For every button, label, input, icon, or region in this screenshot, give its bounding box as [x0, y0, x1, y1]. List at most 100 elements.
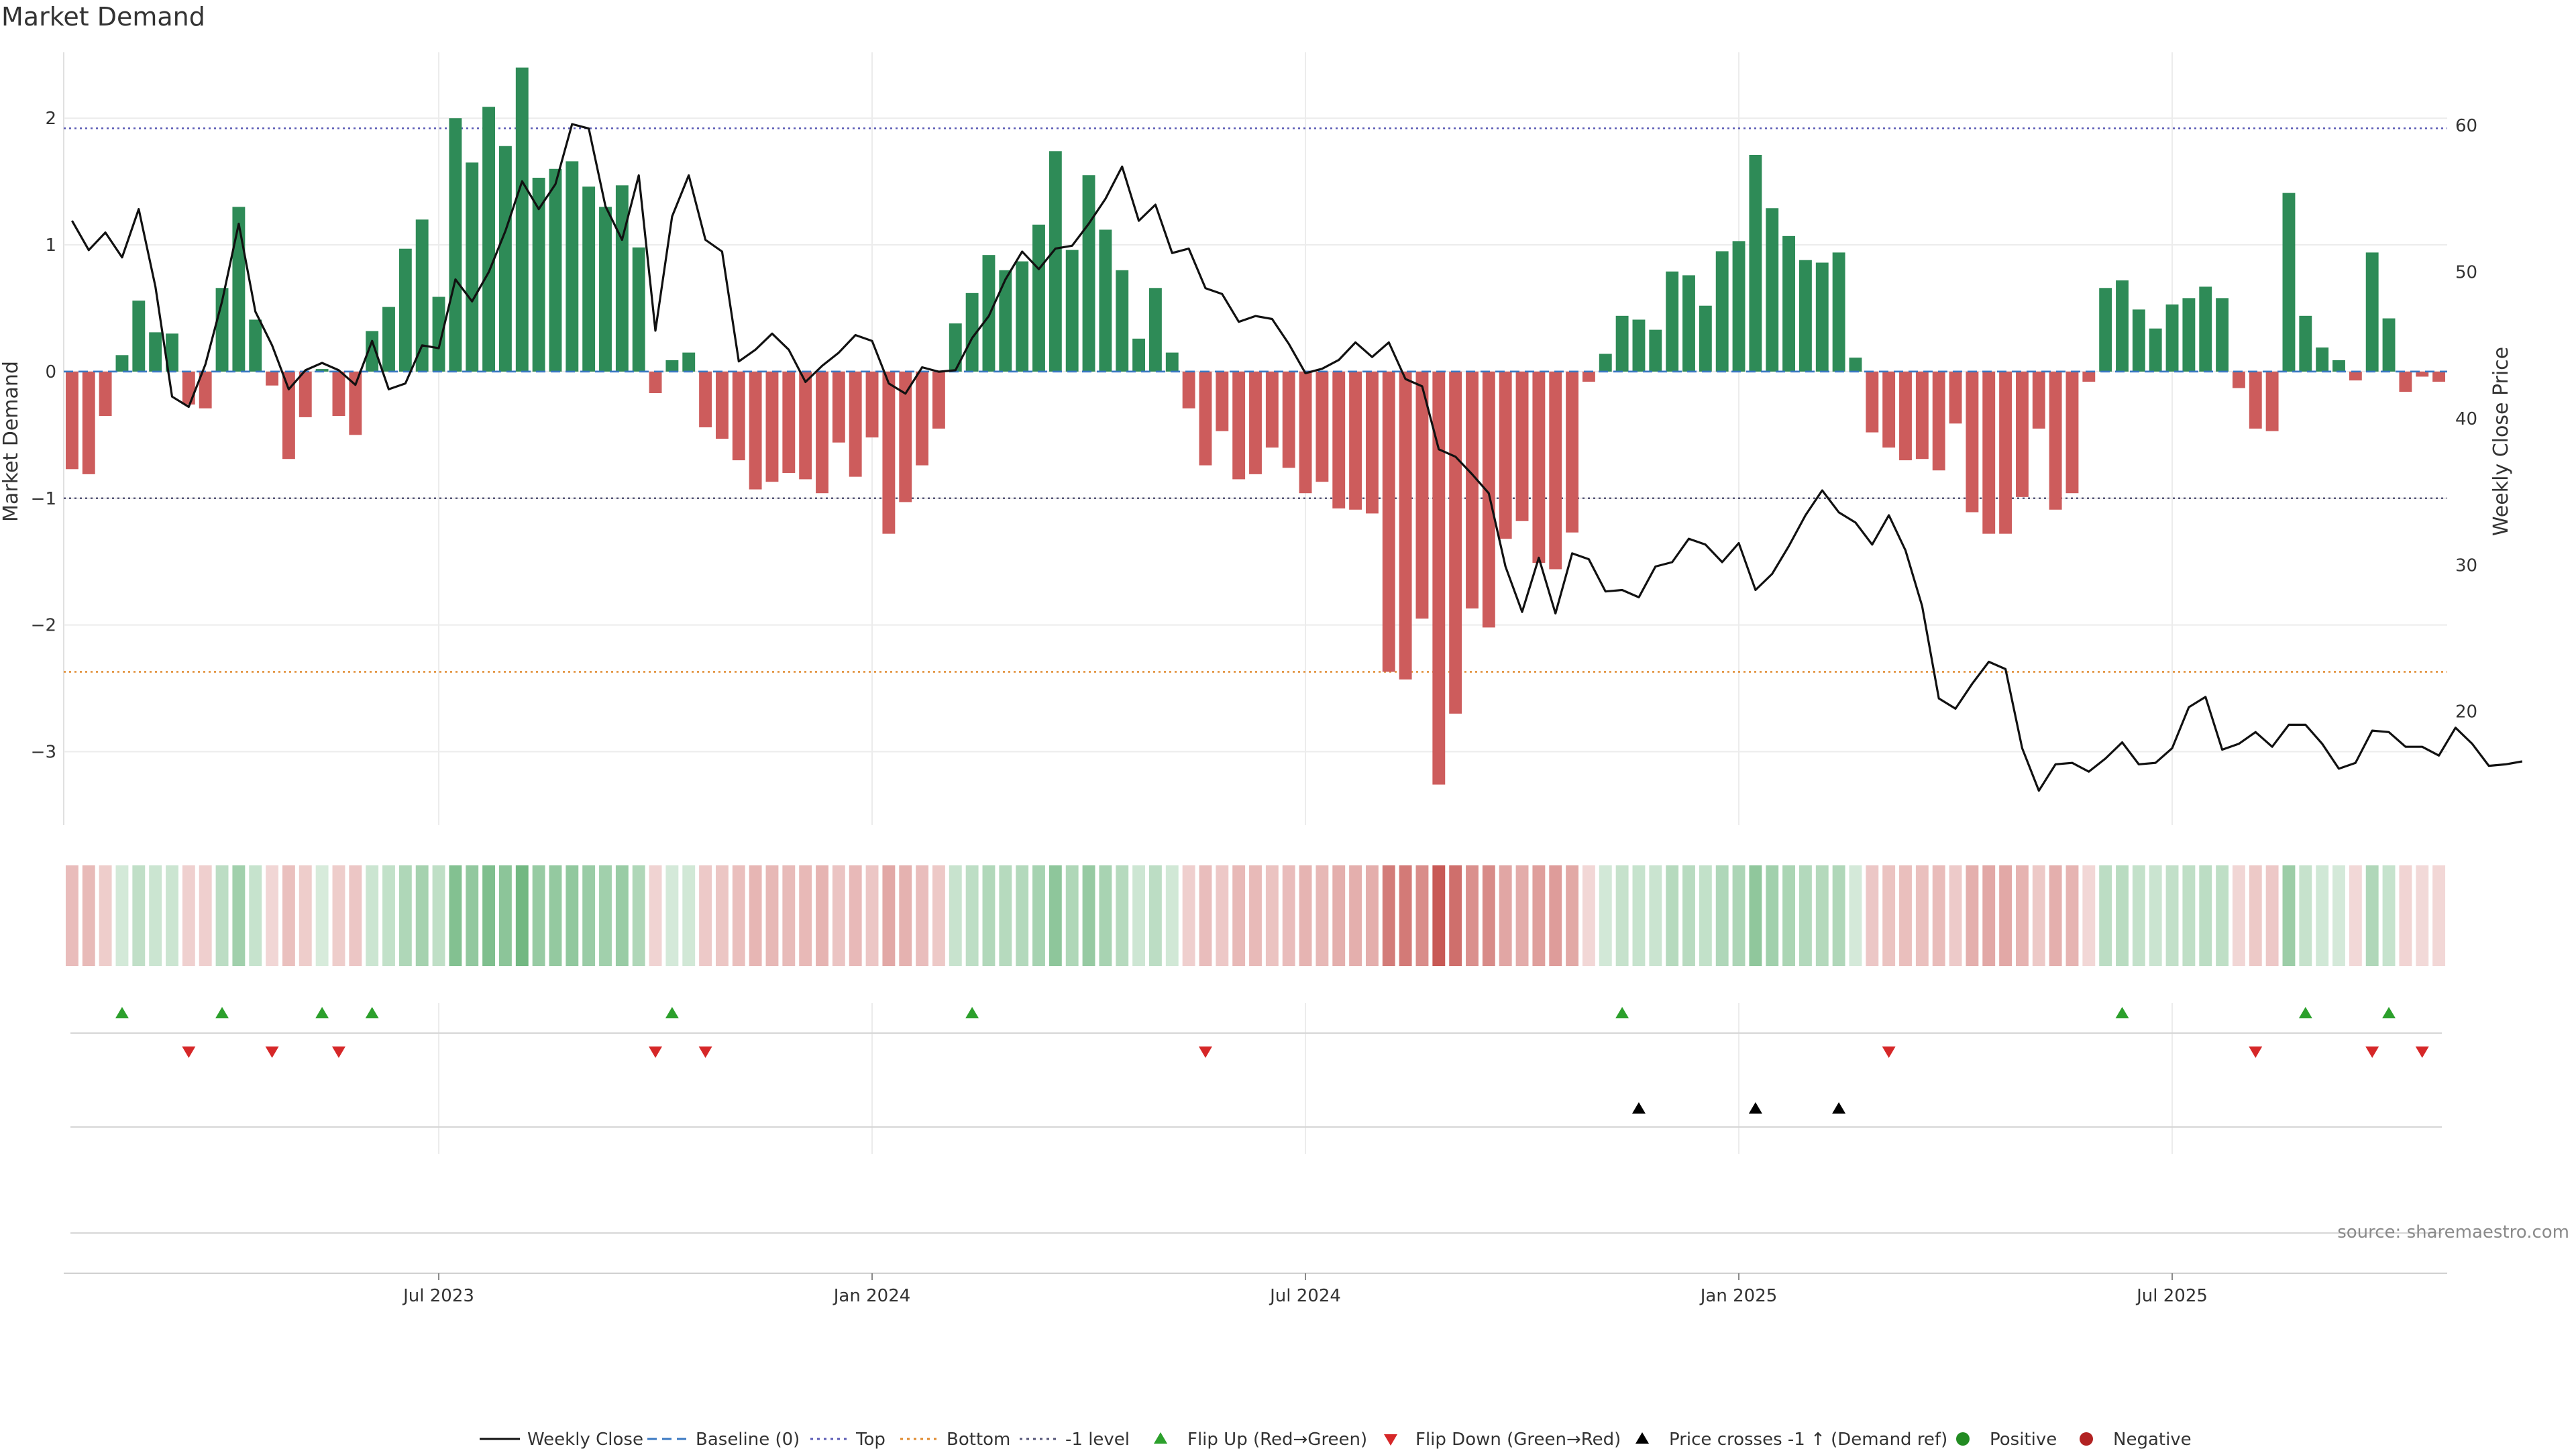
- heat-cell: [1132, 865, 1146, 966]
- demand-bar: [2316, 347, 2329, 372]
- demand-bar: [649, 371, 662, 394]
- flip-up-marker: [2382, 1007, 2396, 1018]
- heat-cell: [1582, 865, 1595, 966]
- demand-bar: [2282, 193, 2296, 372]
- demand-bar: [1899, 371, 1912, 461]
- heat-cell: [599, 865, 612, 966]
- heat-cell: [432, 865, 445, 966]
- flip-up-marker: [665, 1007, 679, 1018]
- flip-up-marker: [365, 1007, 379, 1018]
- heat-cell: [1915, 865, 1929, 966]
- heat-cell: [1566, 865, 1579, 966]
- legend-flip-up-marker: [1154, 1432, 1167, 1444]
- heat-cell: [2082, 865, 2096, 966]
- demand-bar: [1099, 229, 1112, 372]
- demand-bar: [149, 332, 162, 372]
- demand-bar: [2199, 286, 2212, 372]
- demand-bar: [1515, 371, 1529, 521]
- demand-bar: [2382, 318, 2396, 372]
- demand-bar: [1466, 371, 1479, 609]
- heat-cell: [2216, 865, 2229, 966]
- demand-bar: [1615, 315, 1629, 372]
- flip-up-marker: [2115, 1007, 2129, 1018]
- heat-strip: [65, 865, 2446, 966]
- demand-bar: [1999, 371, 2012, 534]
- y-axis-label: Market Demand: [0, 361, 23, 522]
- heat-cell: [299, 865, 312, 966]
- demand-bar: [2399, 371, 2412, 392]
- demand-bar: [1582, 371, 1595, 382]
- flip-up-marker: [1615, 1007, 1629, 1018]
- flip-up-marker: [115, 1007, 129, 1018]
- heat-cell: [99, 865, 112, 966]
- heat-cell: [349, 865, 362, 966]
- x-tick-label: Jul 2025: [2135, 1286, 2208, 1306]
- legend-positive: Positive: [1990, 1430, 2057, 1449]
- heat-cell: [1649, 865, 1662, 966]
- demand-bar: [65, 371, 78, 470]
- heat-cell: [1182, 865, 1195, 966]
- demand-bar: [1649, 329, 1662, 372]
- gridlines: [63, 52, 2447, 1154]
- demand-bar: [1415, 371, 1429, 619]
- demand-bar: [2132, 309, 2145, 372]
- heat-cell: [415, 865, 429, 966]
- heat-cell: [1599, 865, 1612, 966]
- demand-bar: [632, 247, 645, 372]
- demand-bar: [249, 319, 262, 372]
- demand-bar: [99, 371, 112, 417]
- demand-bar: [1549, 371, 1562, 570]
- signal-panels: [64, 1007, 2447, 1274]
- flip-down-marker: [265, 1046, 279, 1058]
- flip-up-marker: [2298, 1007, 2312, 1018]
- x-tick-label: Jan 2025: [1699, 1286, 1778, 1306]
- demand-bar: [2065, 371, 2079, 494]
- heat-cell: [1099, 865, 1112, 966]
- demand-bar: [949, 323, 962, 372]
- heat-cell: [749, 865, 762, 966]
- heat-cell: [466, 865, 479, 966]
- y2-tick-label: 30: [2455, 555, 2477, 576]
- legend-weekly-close: Weekly Close: [527, 1430, 643, 1449]
- heat-cell: [1866, 865, 1879, 966]
- heat-cell: [1549, 865, 1562, 966]
- heat-cell: [1799, 865, 1812, 966]
- heat-cell: [1382, 865, 1395, 966]
- y2-axis-label: Weekly Close Price: [2489, 347, 2513, 536]
- legend-flip-down: Flip Down (Green→Red): [1415, 1430, 1621, 1449]
- demand-bar: [215, 288, 229, 372]
- demand-bar: [849, 371, 862, 477]
- demand-bar: [1265, 371, 1279, 448]
- demand-bar: [1949, 371, 1962, 424]
- heat-cell: [232, 865, 246, 966]
- demand-bar: [1132, 338, 1146, 372]
- demand-bar: [1599, 354, 1612, 372]
- heat-cell: [2399, 865, 2412, 966]
- demand-bar: [1282, 371, 1295, 468]
- heat-cell: [699, 865, 712, 966]
- legend-positive-marker: [1956, 1432, 1970, 1446]
- demand-bar: [366, 331, 379, 372]
- heat-cell: [266, 865, 279, 966]
- heat-cell: [615, 865, 629, 966]
- demand-bar: [715, 371, 729, 439]
- demand-bar: [2432, 371, 2446, 382]
- weekly-close-line: [71, 123, 2523, 792]
- heat-cell: [832, 865, 845, 966]
- heat-cell: [2116, 865, 2129, 966]
- heat-cell: [865, 865, 879, 966]
- flip-down-marker: [698, 1046, 712, 1058]
- heat-cell: [2365, 865, 2379, 966]
- demand-bar: [2249, 371, 2262, 429]
- demand-bar: [415, 219, 429, 372]
- heat-cell: [765, 865, 779, 966]
- flip-up-marker: [315, 1007, 329, 1018]
- demand-bar: [182, 371, 195, 405]
- heat-cell: [1232, 865, 1246, 966]
- demand-bar: [615, 185, 629, 372]
- heat-cell: [665, 865, 679, 966]
- demand-bar: [1732, 241, 1746, 372]
- y-tick-label: −3: [31, 742, 56, 762]
- heat-cell: [1199, 865, 1212, 966]
- demand-bar: [1482, 371, 1495, 628]
